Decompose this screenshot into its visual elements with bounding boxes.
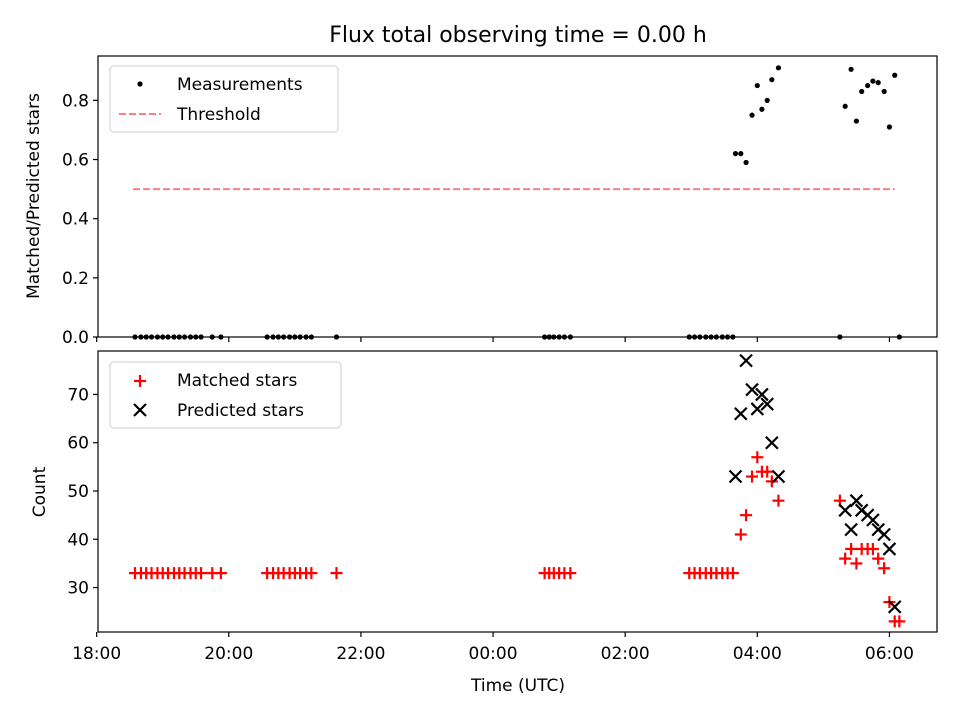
- matched-star-point: [564, 567, 577, 580]
- matched-star-point: [845, 542, 858, 555]
- measurement-point: [764, 97, 770, 103]
- predicted-star-point: [771, 469, 786, 484]
- predicted-star-point: [882, 542, 897, 556]
- x-tick-label: 06:00: [865, 644, 914, 664]
- legend-threshold-label: Threshold: [176, 105, 261, 125]
- top-y-tick-label: 0.8: [62, 91, 89, 111]
- top-plot-frame: [97, 55, 938, 338]
- matched-star-point: [740, 509, 753, 522]
- measurement-point: [754, 82, 760, 89]
- matched-star-point: [734, 528, 747, 541]
- measurement-point: [759, 106, 765, 112]
- predicted-star-point: [844, 522, 858, 537]
- bottom-y-tick-label: 30: [67, 579, 89, 599]
- measurement-point: [853, 118, 860, 124]
- matched-star-point: [751, 451, 764, 464]
- bottom-legend-box: [109, 361, 342, 429]
- measurement-point: [769, 77, 775, 83]
- measurement-point: [842, 103, 848, 109]
- predicted-star-point: [728, 469, 743, 484]
- matched-star-point: [850, 557, 863, 570]
- predicted-star-point: [760, 397, 774, 411]
- measurement-point: [881, 88, 887, 95]
- bottom-y-axis-label: Count: [30, 466, 50, 517]
- x-tick-label: 04:00: [733, 644, 782, 664]
- x-tick-label: 00:00: [469, 644, 518, 664]
- measurement-point: [875, 80, 881, 86]
- measurement-point: [870, 78, 876, 84]
- bottom-y-tick-label: 70: [67, 385, 89, 405]
- bottom-plot-frame: [97, 350, 938, 633]
- x-axis-label: Time (UTC): [470, 676, 565, 696]
- top-y-tick-label: 0.0: [62, 328, 89, 348]
- predicted-star-point: [838, 503, 852, 518]
- matched-star-point: [305, 567, 318, 580]
- legend-predicted-label: Predicted stars: [177, 401, 304, 421]
- top-panel: 0.00.20.40.60.8 Matched/Predicted stars …: [24, 55, 938, 348]
- top-x-ticks: [96, 337, 891, 342]
- measurement-point: [865, 82, 871, 89]
- legend-measurements-label: Measurements: [177, 75, 303, 95]
- legend-matched-label: Matched stars: [177, 371, 297, 391]
- measurement-point: [775, 65, 782, 71]
- top-y-tick-label: 0.2: [62, 269, 89, 289]
- predicted-star-point: [734, 406, 748, 421]
- matched-star-point: [214, 567, 227, 580]
- matched-star-point: [761, 465, 774, 478]
- measurement-point: [743, 159, 749, 166]
- matched-star-point: [772, 494, 785, 507]
- matched-star-point: [726, 567, 739, 580]
- predicted-star-point: [765, 435, 779, 450]
- matched-star-point: [195, 567, 208, 580]
- top-y-axis-label: Matched/Predicted stars: [24, 93, 44, 299]
- bottom-x-ticks: 18:00 20:00 22:00 00:00 02:00 04:00 06:00: [72, 632, 914, 664]
- predicted-star-point: [745, 382, 759, 397]
- top-legend-box: [109, 65, 339, 133]
- matched-star-point: [746, 470, 759, 483]
- predicted-star-point: [866, 513, 880, 527]
- matched-star-point: [839, 552, 852, 565]
- bottom-y-ticks: 30 40 50 60 70: [67, 385, 98, 599]
- bottom-y-tick-label: 60: [67, 434, 89, 454]
- matched-star-point: [330, 567, 343, 580]
- predicted-star-point: [739, 353, 753, 368]
- predicted-star-point: [887, 600, 902, 614]
- chart-title: Flux total observing time = 0.00 h: [329, 23, 707, 48]
- bottom-y-tick-label: 50: [67, 482, 89, 502]
- measurement-point: [732, 151, 739, 157]
- predicted-star-point: [750, 402, 765, 416]
- top-y-ticks: 0.0 0.2 0.4 0.6 0.8: [62, 91, 98, 348]
- measurement-point: [738, 151, 744, 157]
- bottom-marks: [128, 353, 906, 628]
- legend-predicted-marker: [133, 403, 147, 417]
- matched-star-point: [872, 552, 885, 565]
- predicted-star-point: [849, 493, 864, 508]
- measurement-point: [859, 88, 865, 95]
- top-y-tick-label: 0.6: [62, 151, 89, 171]
- x-tick-label: 20:00: [204, 644, 253, 664]
- matched-star-point: [878, 562, 891, 575]
- measurement-point: [886, 124, 893, 130]
- predicted-star-point: [755, 387, 769, 402]
- measurement-point: [749, 112, 755, 118]
- measurement-point: [848, 66, 854, 72]
- matched-star-point: [765, 475, 778, 488]
- top-legend: Measurements Threshold: [109, 65, 339, 133]
- bottom-y-tick-label: 40: [67, 530, 89, 550]
- x-tick-label: 22:00: [336, 644, 385, 664]
- x-tick-label: 02:00: [601, 644, 650, 664]
- legend-measurements-marker: [137, 81, 143, 87]
- predicted-star-point: [877, 527, 891, 542]
- x-tick-label: 18:00: [72, 644, 121, 664]
- legend-matched-marker: [134, 375, 146, 387]
- measurement-point: [892, 72, 898, 78]
- top-y-tick-label: 0.4: [62, 210, 89, 230]
- bottom-legend: Matched stars Predicted stars: [109, 361, 342, 429]
- matched-star-point: [893, 615, 906, 628]
- matched-star-point: [866, 542, 879, 555]
- bottom-panel: 30 40 50 60 70 18:00 20:00 22:00 00:00 02:00 04:0…: [30, 350, 938, 696]
